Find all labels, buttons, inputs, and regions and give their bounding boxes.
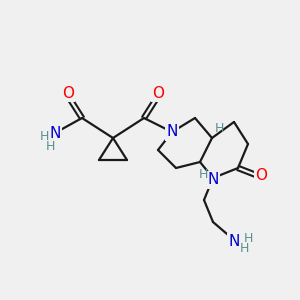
Text: H: H — [214, 122, 224, 134]
Text: O: O — [152, 85, 164, 100]
Text: O: O — [62, 85, 74, 100]
Text: N: N — [166, 124, 178, 140]
Text: O: O — [255, 167, 267, 182]
Text: N: N — [228, 235, 240, 250]
Text: H: H — [243, 232, 253, 244]
Text: N: N — [207, 172, 219, 188]
Text: N: N — [49, 125, 61, 140]
Text: H: H — [39, 130, 49, 143]
Text: H: H — [198, 167, 208, 181]
Text: H: H — [239, 242, 249, 254]
Text: H: H — [45, 140, 55, 154]
